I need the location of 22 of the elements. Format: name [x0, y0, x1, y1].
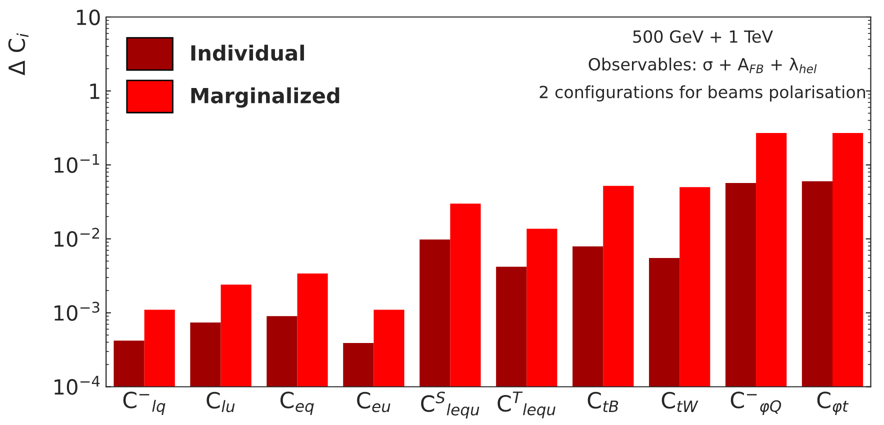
x-tick-label: C$^{S}$$_{lequ}$ [421, 392, 480, 419]
y-tick-label: 10$^{−2}$ [54, 228, 100, 247]
annotation: 500 GeV + 1 TeV [633, 30, 773, 43]
y-tick-label: 10$^{−1}$ [54, 154, 100, 173]
annotation: Observables: σ + A$_{FB}$ + λ$_{hel}$ [588, 58, 817, 74]
x-tick-label: C$^{−}$$_{lq}$ [123, 392, 166, 415]
x-tick-label: C$^{T}$$_{lequ}$ [498, 392, 556, 418]
y-axis-title: Δ C$_{i}$ [8, 33, 28, 76]
x-tick-label: C$^{−}$$_{φQ}$ [730, 392, 782, 415]
annotation: 2 configurations for beams polarisation [540, 85, 866, 102]
y-tick-label: 10 [76, 9, 100, 26]
x-tick-label: C$_{eu}$ [357, 392, 390, 412]
x-tick-label: C$_{tW}$ [662, 392, 698, 412]
x-tick-label: C$_{tB}$ [588, 392, 618, 412]
x-tick-label: C$_{eq}$ [280, 392, 314, 415]
x-tick-label: C$_{φt}$ [817, 392, 849, 415]
y-tick-label: 1 [90, 84, 100, 99]
x-tick-label: C$_{lu}$ [206, 392, 235, 412]
legend-label: Marginalized [191, 87, 340, 108]
legend-label: Individual [191, 44, 304, 61]
y-tick-label: 10$^{−4}$ [54, 376, 100, 395]
y-tick-label: 10$^{−3}$ [54, 302, 100, 321]
